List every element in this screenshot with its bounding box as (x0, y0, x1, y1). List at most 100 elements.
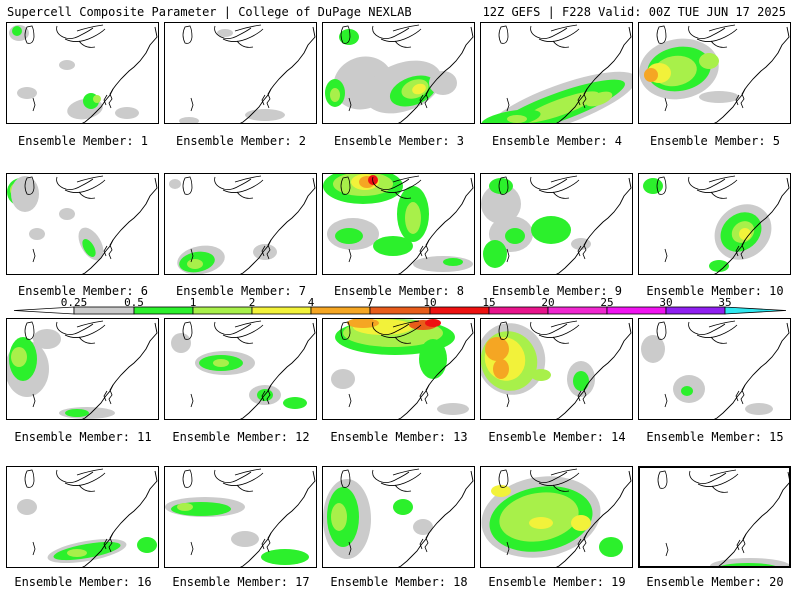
boundary-line (348, 248, 352, 263)
ensemble-member-map-5 (638, 22, 791, 124)
boundary-line (664, 248, 668, 263)
boundary-line (103, 532, 114, 553)
boundary-line (103, 88, 114, 109)
parameter-contour (59, 208, 75, 220)
parameter-contour (335, 228, 363, 244)
ensemble-member-label: Ensemble Member: 12 (172, 430, 310, 444)
legend-label: 4 (307, 296, 315, 309)
boundary-line (76, 175, 104, 183)
parameter-contour (571, 238, 591, 250)
boundary-line (56, 321, 94, 335)
boundary-line (697, 473, 739, 487)
parameter-contour (115, 107, 139, 119)
ensemble-member-map-20 (638, 466, 791, 568)
ensemble-member-label: Ensemble Member: 16 (14, 575, 152, 589)
boundary-line (392, 320, 420, 328)
ensemble-member-label: Ensemble Member: 20 (646, 575, 784, 589)
parameter-contour (413, 256, 473, 272)
boundary-line (538, 472, 580, 486)
boundary-line (32, 97, 36, 112)
boundary-line (688, 321, 726, 335)
boundary-line (550, 175, 578, 183)
parameter-contour (59, 60, 75, 70)
parameter-contour (531, 216, 571, 244)
boundary-line (550, 320, 578, 328)
boundary-line (214, 176, 252, 190)
boundary-line (56, 469, 94, 483)
boundary-line (380, 28, 422, 42)
boundary-line (736, 533, 747, 554)
boundary-line (656, 176, 667, 195)
coastline (81, 470, 158, 567)
legend-label: 0.25 (60, 296, 88, 309)
coastline (397, 177, 474, 274)
parameter-contour (720, 563, 776, 566)
boundary-line (372, 176, 410, 190)
boundary-line (735, 88, 746, 109)
boundary-line (236, 40, 254, 48)
ensemble-member-label: Ensemble Member: 6 (17, 284, 149, 298)
coastline (239, 470, 316, 567)
map-canvas (169, 175, 316, 274)
ensemble-member-label: Ensemble Member: 17 (172, 575, 310, 589)
legend-label: 25 (600, 296, 614, 309)
boundary-line (78, 336, 96, 344)
boundary-line (76, 468, 104, 476)
boundary-line (689, 470, 727, 484)
boundary-line (64, 472, 106, 486)
boundary-line (24, 469, 35, 488)
map-canvas (171, 320, 316, 419)
coastline (555, 26, 632, 123)
ensemble-member-label: Ensemble Member: 4 (491, 134, 623, 148)
parameter-contour (599, 537, 623, 557)
parameter-contour (231, 531, 259, 547)
legend-swatch (429, 306, 490, 315)
map-canvas (325, 24, 474, 123)
boundary-line (103, 239, 114, 260)
boundary-line (664, 97, 668, 112)
parameter-contour (187, 259, 203, 269)
boundary-line (222, 28, 264, 42)
coastline (555, 322, 632, 419)
boundary-line (64, 324, 106, 338)
legend-swatch (133, 306, 194, 315)
boundary-line (708, 320, 736, 328)
ensemble-member-label: Ensemble Member: 9 (491, 284, 623, 298)
boundary-line (657, 470, 668, 489)
ensemble-member-label: Ensemble Member: 7 (175, 284, 307, 298)
parameter-contour (425, 319, 441, 327)
boundary-line (550, 468, 578, 476)
boundary-line (372, 469, 410, 483)
parameter-contour (12, 26, 22, 36)
legend-arrow-low (13, 306, 75, 315)
ensemble-member-label: Ensemble Member: 11 (14, 430, 152, 444)
map-canvas (657, 469, 789, 566)
boundary-line (78, 191, 96, 199)
parameter-contour (443, 258, 463, 266)
legend-swatch (251, 306, 312, 315)
map-canvas (481, 468, 632, 567)
legend-swatch (310, 306, 371, 315)
parameter-contour (644, 68, 658, 82)
boundary-line (538, 324, 580, 338)
boundary-line (340, 321, 351, 340)
ensemble-member-map-6 (6, 173, 159, 275)
boundary-line (530, 321, 568, 335)
ensemble-member-map-4 (480, 22, 633, 124)
ensemble-member-map-14 (480, 318, 633, 420)
parameter-contour (699, 91, 739, 103)
boundary-line (392, 24, 420, 32)
boundary-line (665, 542, 669, 557)
boundary-line (190, 541, 194, 556)
boundary-line (24, 25, 35, 44)
ensemble-member-label: Ensemble Member: 8 (333, 284, 465, 298)
ensemble-member-label: Ensemble Member: 2 (175, 134, 307, 148)
boundary-line (24, 176, 35, 195)
boundary-line (498, 176, 509, 195)
legend-swatch (192, 306, 253, 315)
map-canvas (641, 320, 790, 419)
parameter-contour (437, 403, 469, 415)
boundary-line (530, 176, 568, 190)
parameter-contour (347, 319, 379, 328)
boundary-line (380, 179, 422, 193)
